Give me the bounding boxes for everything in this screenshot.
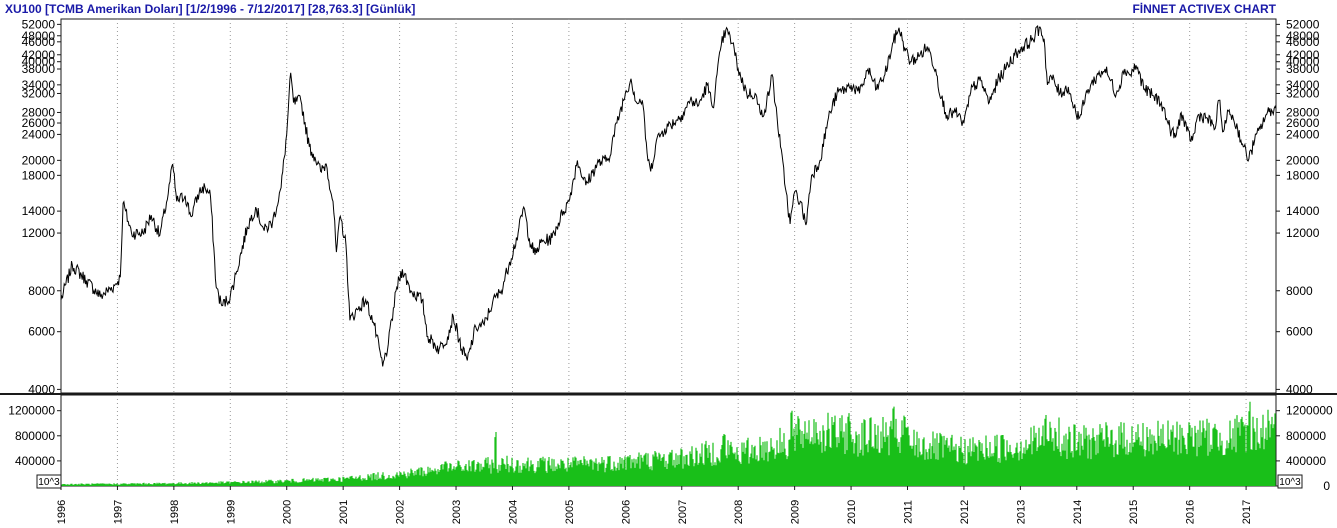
- x-tick-label: 1998: [169, 500, 181, 524]
- price-tick-label-right: 32000: [1286, 86, 1320, 100]
- price-tick-label-right: 14000: [1286, 204, 1320, 218]
- price-tick-label-right: 8000: [1286, 284, 1313, 298]
- price-tick-label-right: 20000: [1286, 153, 1320, 167]
- price-tick-label-right: 40000: [1286, 55, 1320, 69]
- price-tick-label-right: 26000: [1286, 116, 1320, 130]
- price-tick-label-right: 42000: [1286, 48, 1320, 62]
- price-tick-label-right: 4000: [1286, 382, 1313, 396]
- price-tick-label-left: 52000: [22, 17, 56, 31]
- price-tick-label-right: 12000: [1286, 226, 1320, 240]
- x-tick-label: 2006: [620, 500, 632, 524]
- volume-tick-label-left: 400000: [15, 454, 55, 468]
- volume-tick-label-right: 0: [1323, 479, 1330, 493]
- x-tick-label: 2005: [564, 500, 576, 524]
- price-tick-label-left: 48000: [22, 29, 56, 43]
- volume-tick-label-right: 400000: [1286, 454, 1326, 468]
- price-tick-label-left: 40000: [22, 55, 56, 69]
- x-tick-label: 2011: [902, 500, 914, 524]
- x-tick-label: 2001: [338, 500, 350, 524]
- price-tick-label-left: 24000: [22, 127, 56, 141]
- chart-title: XU100 [TCMB Amerikan Doları] [1/2/1996 -…: [5, 2, 416, 16]
- volume-unit-label: 10^3: [1279, 477, 1301, 488]
- volume-tick-label-right: 800000: [1286, 429, 1326, 443]
- x-tick-label: 2002: [395, 500, 407, 524]
- price-series-line: [60, 25, 1277, 367]
- x-tick-label: 2015: [1128, 500, 1140, 524]
- volume-tick-label-left: 800000: [15, 429, 55, 443]
- price-tick-label-left: 42000: [22, 48, 56, 62]
- x-tick-label: 2003: [451, 500, 463, 524]
- price-tick-label-left: 14000: [22, 204, 56, 218]
- volume-bars: [61, 401, 1276, 486]
- volume-tick-label-left: 1200000: [8, 404, 55, 418]
- price-tick-label-left: 20000: [22, 153, 56, 167]
- price-tick-label-left: 28000: [22, 105, 56, 119]
- x-tick-label: 2000: [282, 500, 294, 524]
- price-tick-label-right: 38000: [1286, 62, 1320, 76]
- price-tick-label-left: 18000: [22, 168, 56, 182]
- price-tick-label-right: 18000: [1286, 168, 1320, 182]
- volume-unit-label: 10^3: [38, 477, 60, 488]
- price-tick-label-left: 6000: [28, 325, 55, 339]
- price-tick-label-left: 34000: [22, 78, 56, 92]
- volume-unit-box: [36, 474, 62, 489]
- x-tick-label: 1999: [225, 500, 237, 524]
- price-tick-label-left: 8000: [28, 284, 55, 298]
- chart-brand: FİNNET ACTIVEX CHART: [1132, 2, 1276, 16]
- price-tick-label-right: 24000: [1286, 127, 1320, 141]
- x-tick-label: 2004: [507, 500, 519, 524]
- price-tick-label-right: 28000: [1286, 105, 1320, 119]
- price-tick-label-right: 34000: [1286, 78, 1320, 92]
- x-tick-label: 2012: [959, 500, 971, 524]
- volume-unit-box: [1277, 474, 1303, 489]
- x-tick-label: 2009: [790, 500, 802, 524]
- price-tick-label-left: 12000: [22, 226, 56, 240]
- x-tick-label: 2010: [846, 500, 858, 524]
- price-tick-label-left: 26000: [22, 116, 56, 130]
- price-tick-label-right: 6000: [1286, 325, 1313, 339]
- x-tick-label: 2008: [733, 500, 745, 524]
- x-tick-label: 2016: [1185, 500, 1197, 524]
- price-tick-label-right: 48000: [1286, 29, 1320, 43]
- x-tick-label: 1996: [56, 500, 68, 524]
- x-tick-label: 1997: [112, 500, 124, 524]
- price-tick-label-left: 46000: [22, 35, 56, 49]
- volume-tick-label-right: 1200000: [1286, 404, 1333, 418]
- x-tick-label: 2013: [1015, 500, 1027, 524]
- x-tick-label: 2014: [1072, 500, 1084, 524]
- price-pane: [60, 18, 1277, 394]
- x-tick-label: 2017: [1241, 500, 1253, 524]
- x-tick-label: 2007: [677, 500, 689, 524]
- price-tick-label-left: 38000: [22, 62, 56, 76]
- price-tick-label-right: 52000: [1286, 17, 1320, 31]
- price-tick-label-right: 46000: [1286, 35, 1320, 49]
- price-tick-label-left: 4000: [28, 382, 55, 396]
- price-tick-label-left: 32000: [22, 86, 56, 100]
